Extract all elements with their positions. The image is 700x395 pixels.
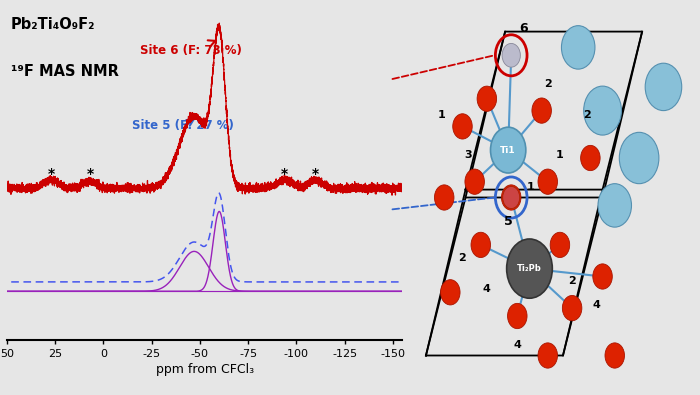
Circle shape: [538, 169, 557, 194]
Text: 4: 4: [592, 300, 601, 310]
Circle shape: [645, 63, 682, 111]
Circle shape: [532, 98, 552, 123]
Circle shape: [580, 145, 600, 171]
Circle shape: [605, 343, 624, 368]
Text: Ti1: Ti1: [500, 146, 516, 154]
Circle shape: [453, 114, 473, 139]
Text: 6: 6: [519, 22, 528, 35]
Text: 4: 4: [483, 284, 491, 294]
Text: 2: 2: [458, 253, 466, 263]
Circle shape: [471, 232, 491, 258]
Text: Site 5 (F: 27 %): Site 5 (F: 27 %): [132, 119, 235, 132]
Text: Pb₂Ti₄O₉F₂: Pb₂Ti₄O₉F₂: [11, 17, 95, 32]
Circle shape: [550, 232, 570, 258]
Circle shape: [562, 295, 582, 321]
Circle shape: [435, 185, 454, 210]
Circle shape: [440, 280, 460, 305]
Circle shape: [465, 169, 484, 194]
Circle shape: [598, 184, 631, 227]
Circle shape: [491, 127, 526, 173]
Text: 4: 4: [513, 340, 522, 350]
X-axis label: ppm from CFCl₃: ppm from CFCl₃: [155, 363, 254, 376]
Text: 1: 1: [556, 150, 564, 160]
Circle shape: [538, 343, 557, 368]
Circle shape: [507, 239, 552, 298]
Text: 2: 2: [568, 276, 576, 286]
Circle shape: [502, 43, 520, 67]
Circle shape: [508, 303, 527, 329]
Text: *: *: [281, 167, 288, 181]
Text: 3: 3: [465, 150, 472, 160]
Circle shape: [501, 185, 521, 210]
Text: 1: 1: [526, 182, 534, 192]
Text: 5: 5: [504, 215, 512, 228]
Text: ¹⁹F MAS NMR: ¹⁹F MAS NMR: [11, 64, 119, 79]
Circle shape: [477, 86, 496, 111]
Circle shape: [593, 264, 612, 289]
Text: *: *: [86, 167, 94, 181]
Text: 2: 2: [584, 111, 592, 120]
Circle shape: [561, 26, 595, 69]
Text: Site 6 (F: 73 %): Site 6 (F: 73 %): [140, 40, 242, 57]
Text: *: *: [312, 167, 319, 181]
Text: 2: 2: [544, 79, 552, 89]
Circle shape: [620, 132, 659, 184]
Text: Ti₂Pb: Ti₂Pb: [517, 264, 542, 273]
Text: *: *: [48, 167, 55, 181]
Circle shape: [503, 186, 519, 209]
Circle shape: [584, 86, 622, 135]
Text: 1: 1: [438, 111, 445, 120]
